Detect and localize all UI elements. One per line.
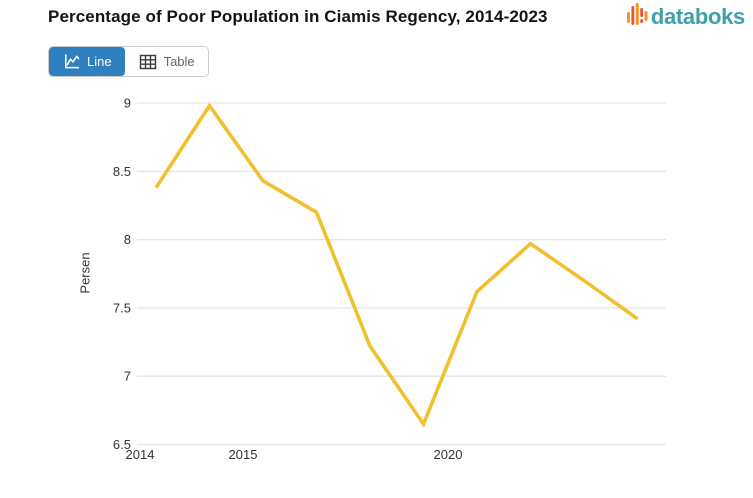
- x-axis-tick-label: 2015: [229, 447, 258, 462]
- line-view-button[interactable]: Line: [49, 47, 125, 76]
- table-button-label: Table: [163, 54, 195, 69]
- table-icon: [138, 52, 158, 72]
- y-axis-tick-label: 6.5: [113, 437, 131, 452]
- y-axis-tick-label: 7.5: [113, 300, 131, 315]
- databoks-logo: databoks: [626, 3, 745, 31]
- data-line-persen[interactable]: [154, 102, 639, 428]
- y-axis-tick-label: 7: [124, 369, 131, 384]
- y-axis-tick-label: 9: [124, 96, 131, 111]
- page-title: Percentage of Poor Population in Ciamis …: [48, 7, 548, 26]
- line-button-label: Line: [87, 54, 112, 69]
- databoks-bars-icon: [626, 3, 648, 31]
- y-axis-tick-label: 8: [124, 232, 131, 247]
- table-view-button[interactable]: Table: [124, 47, 208, 76]
- x-axis-tick-label: 2014: [126, 447, 155, 462]
- line-chart-icon: [62, 52, 81, 71]
- y-axis-tick-label: 8.5: [113, 164, 131, 179]
- x-axis-tick-label: 2020: [434, 447, 463, 462]
- brand-name: databoks: [650, 4, 745, 29]
- view-toggle-group: Line Table: [48, 46, 209, 77]
